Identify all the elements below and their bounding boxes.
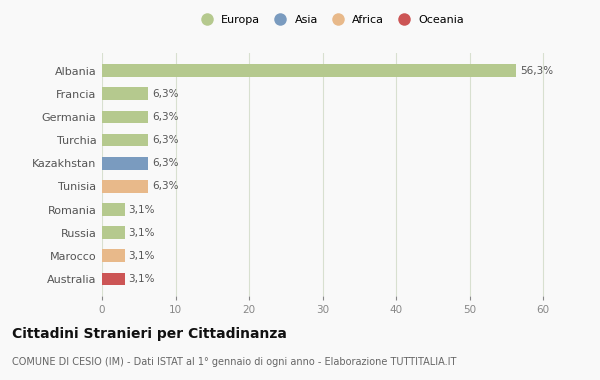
Bar [102, 87, 148, 100]
Text: 3,1%: 3,1% [128, 204, 155, 215]
Text: 6,3%: 6,3% [152, 112, 179, 122]
Bar [102, 64, 516, 77]
Text: Cittadini Stranieri per Cittadinanza: Cittadini Stranieri per Cittadinanza [12, 327, 287, 341]
Text: COMUNE DI CESIO (IM) - Dati ISTAT al 1° gennaio di ogni anno - Elaborazione TUTT: COMUNE DI CESIO (IM) - Dati ISTAT al 1° … [12, 357, 457, 367]
Legend: Europa, Asia, Africa, Oceania: Europa, Asia, Africa, Oceania [196, 15, 464, 25]
Bar [102, 249, 125, 262]
Text: 6,3%: 6,3% [152, 181, 179, 192]
Text: 3,1%: 3,1% [128, 228, 155, 238]
Text: 3,1%: 3,1% [128, 274, 155, 284]
Bar [102, 272, 125, 285]
Bar [102, 134, 148, 146]
Bar [102, 180, 148, 193]
Text: 3,1%: 3,1% [128, 251, 155, 261]
Bar [102, 203, 125, 216]
Text: 6,3%: 6,3% [152, 135, 179, 145]
Bar [102, 226, 125, 239]
Text: 56,3%: 56,3% [520, 66, 553, 76]
Bar [102, 111, 148, 123]
Bar [102, 157, 148, 169]
Text: 6,3%: 6,3% [152, 158, 179, 168]
Text: 6,3%: 6,3% [152, 89, 179, 99]
